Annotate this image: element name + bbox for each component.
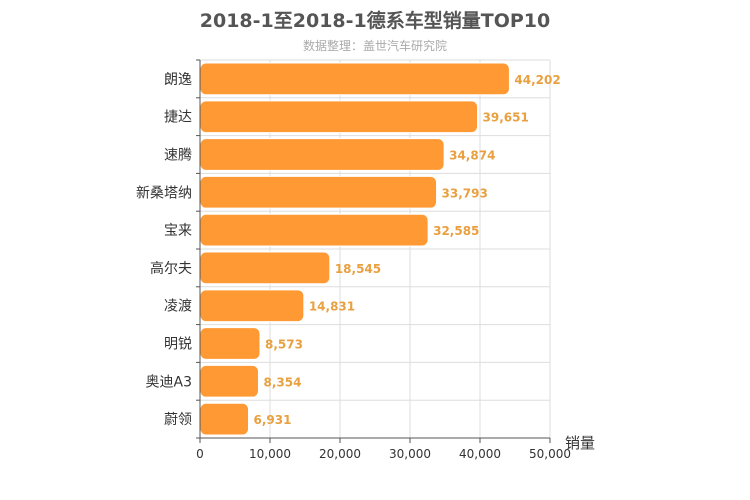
bar xyxy=(199,213,429,247)
x-tick-label: 0 xyxy=(196,447,204,461)
bar xyxy=(199,100,479,134)
x-tick-label: 20,000 xyxy=(319,447,361,461)
value-label: 14,831 xyxy=(309,300,355,314)
labels: 朗逸 44,202 捷达 39,651 速腾 34,874 新桑塔纳 33,793 宝来 32,5… xyxy=(136,72,595,461)
category-label: 奥迪A3 xyxy=(146,373,192,390)
x-tick-label: 40,000 xyxy=(459,447,501,461)
category-label: 凌渡 xyxy=(164,299,192,315)
category-label: 蔚领 xyxy=(164,412,192,428)
category-label: 新桑塔纳 xyxy=(136,185,192,201)
bar xyxy=(199,327,261,360)
bar xyxy=(199,175,438,209)
bar xyxy=(199,289,305,323)
x-axis-title: 销量 xyxy=(565,434,595,452)
value-label: 39,651 xyxy=(483,111,529,125)
bars xyxy=(199,62,510,436)
category-label: 宝来 xyxy=(164,223,192,239)
bar xyxy=(199,62,510,96)
x-tick-label: 30,000 xyxy=(389,447,431,461)
value-label: 32,585 xyxy=(433,224,479,238)
category-label: 高尔夫 xyxy=(150,260,192,277)
category-label: 明锐 xyxy=(164,337,192,353)
chart-title: 2018-1至2018-1德系车型销量TOP10 xyxy=(199,10,551,32)
x-tick-label: 50,000 xyxy=(529,447,571,461)
category-label: 捷达 xyxy=(164,110,192,126)
category-label: 速腾 xyxy=(164,147,192,164)
x-tick-label: 10,000 xyxy=(249,447,291,461)
value-label: 44,202 xyxy=(514,73,560,87)
bar xyxy=(199,138,445,171)
value-label: 6,931 xyxy=(254,413,292,427)
value-label: 34,874 xyxy=(449,149,495,163)
grid-lines xyxy=(200,59,551,439)
value-label: 18,545 xyxy=(335,262,381,276)
category-label: 朗逸 xyxy=(164,72,192,88)
value-label: 8,573 xyxy=(265,338,303,352)
value-label: 8,354 xyxy=(263,375,301,389)
chart-subtitle: 数据整理：盖世汽车研究院 xyxy=(302,39,447,53)
value-label: 33,793 xyxy=(442,186,488,200)
bar xyxy=(199,364,259,398)
axes xyxy=(196,59,551,443)
bar xyxy=(199,251,331,285)
bar xyxy=(199,402,250,436)
